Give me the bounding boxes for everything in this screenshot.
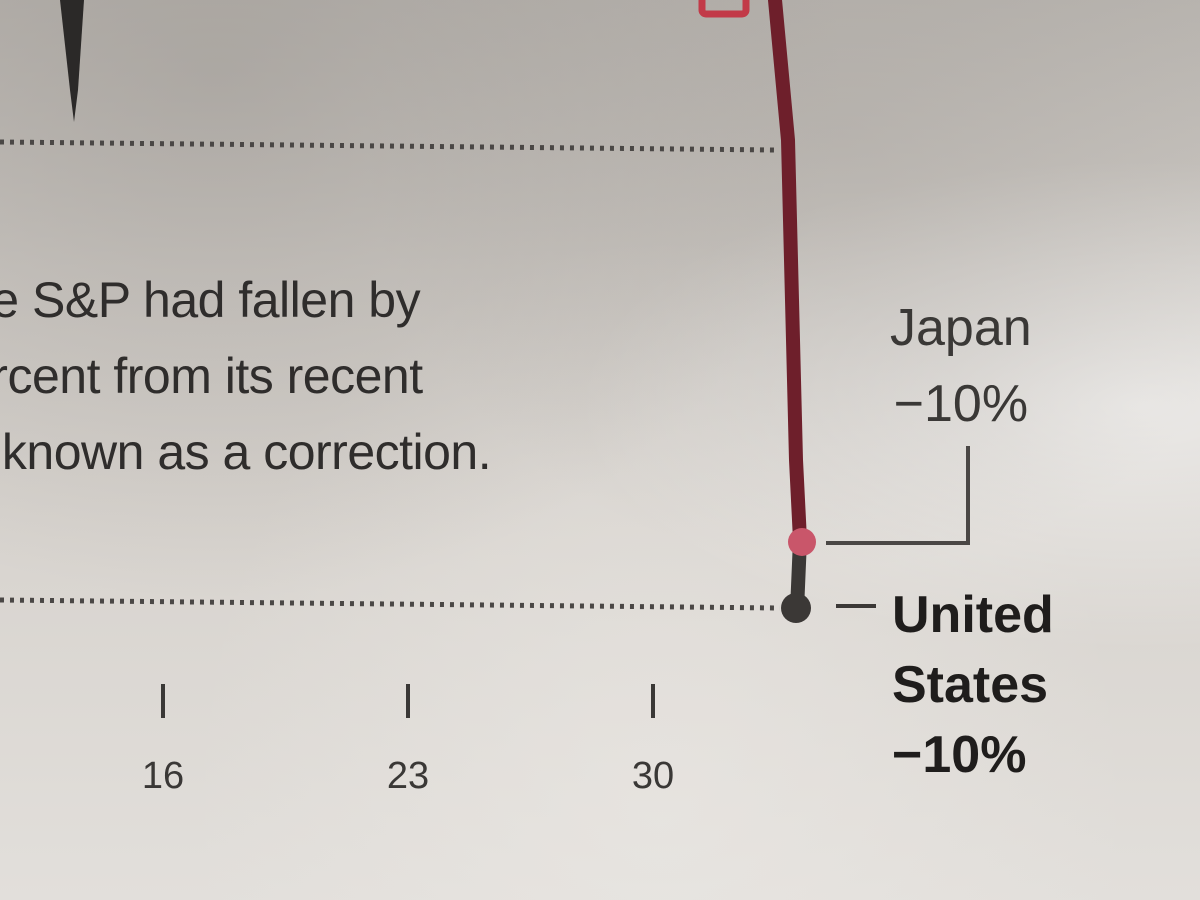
- annotation-text: he S&P had fallen by ercent from its rec…: [0, 262, 684, 490]
- us-label-value: −10%: [892, 726, 1027, 784]
- japan-label: Japan −10%: [890, 290, 1032, 442]
- us-label: United States −10%: [892, 580, 1054, 790]
- annotation-line: ercent from its recent: [0, 348, 423, 404]
- us-label-name-line: States: [892, 656, 1049, 714]
- series-marker-top: [698, 0, 750, 18]
- x-tick-label: 30: [632, 755, 674, 797]
- previous-drop-spike: [60, 0, 84, 122]
- japan-series-line: [768, 0, 807, 547]
- japan-end-point: [788, 528, 816, 556]
- us-label-name-line: United: [892, 586, 1054, 644]
- x-tick-label: 16: [142, 755, 184, 797]
- annotation-line: he S&P had fallen by: [0, 272, 421, 328]
- upper-dotted-gridline: [0, 139, 776, 153]
- lower-dotted-gridline: [0, 597, 781, 611]
- japan-label-name: Japan: [890, 299, 1032, 357]
- japan-leader-line: [826, 446, 970, 545]
- annotation-line: s known as a correction.: [0, 424, 492, 480]
- us-end-point: [781, 593, 811, 623]
- x-tick-label: 23: [387, 755, 429, 797]
- japan-label-value: −10%: [893, 375, 1029, 433]
- x-axis: 16 23 30: [142, 684, 674, 797]
